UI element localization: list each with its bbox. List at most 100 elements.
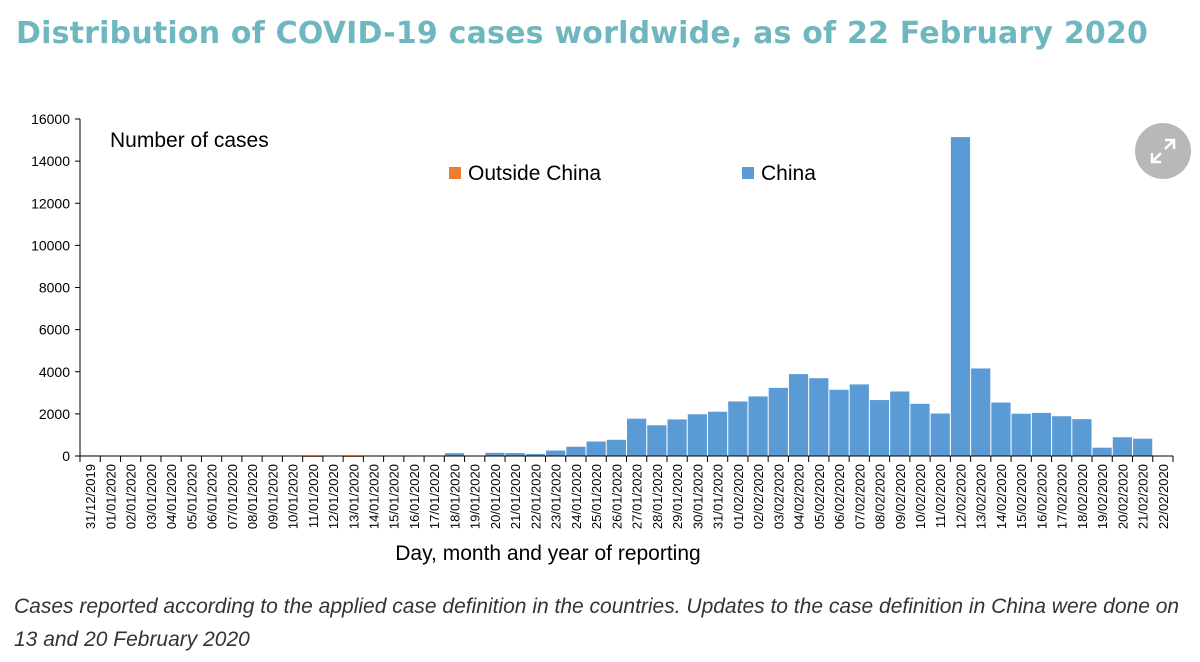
bar-china xyxy=(485,452,505,456)
x-tick-label: 16/02/2020 xyxy=(1034,464,1049,529)
y-tick-label: 0 xyxy=(62,448,70,464)
x-tick-label: 22/01/2020 xyxy=(528,464,543,529)
bar-china xyxy=(1052,416,1072,456)
bar-china xyxy=(1112,437,1133,456)
x-tick-label: 26/01/2020 xyxy=(609,464,624,529)
x-tick-label: 20/02/2020 xyxy=(1115,464,1130,529)
x-tick-label: 21/01/2020 xyxy=(508,464,523,529)
x-tick-label: 21/02/2020 xyxy=(1136,464,1151,529)
bar-china xyxy=(748,396,768,456)
bar-china xyxy=(788,374,809,456)
bar-china xyxy=(869,400,890,456)
x-tick-label: 18/02/2020 xyxy=(1075,464,1090,529)
covid-cases-chart: 0 2000 4000 6000 8000 10000 12000 14000 16000 31… xyxy=(31,111,1174,565)
x-tick-label: 19/02/2020 xyxy=(1095,464,1110,529)
bar-china xyxy=(728,401,748,456)
legend-label-outside-china: Outside China xyxy=(468,162,601,185)
x-tick-label: 11/01/2020 xyxy=(306,464,321,528)
x-axis-label: Day, month and year of reporting xyxy=(395,542,700,565)
x-tick-label: 25/01/2020 xyxy=(589,464,604,529)
bar-china xyxy=(606,439,626,456)
figure-caption: Cases reported according to the applied … xyxy=(14,595,1180,651)
x-tick-label: 15/01/2020 xyxy=(387,464,402,529)
x-tick-label: 31/12/2019 xyxy=(83,464,98,529)
x-tick-label: 30/01/2020 xyxy=(690,464,705,529)
y-tick-label: 4000 xyxy=(39,364,70,380)
y-axis-label: Number of cases xyxy=(110,129,269,152)
x-tick-label: 01/02/2020 xyxy=(731,464,746,529)
legend-label-china: China xyxy=(761,162,816,185)
bar-china xyxy=(444,453,465,456)
x-tick-label: 28/01/2020 xyxy=(650,464,665,529)
legend: Outside China China xyxy=(449,162,816,185)
bar-china xyxy=(525,453,546,456)
x-tick-label: 06/02/2020 xyxy=(832,464,847,529)
x-tick-label: 10/01/2020 xyxy=(286,464,301,529)
x-tick-label: 22/02/2020 xyxy=(1156,464,1171,529)
bar-china xyxy=(809,378,829,456)
x-tick-label: 20/01/2020 xyxy=(488,464,503,529)
x-tick-label: 19/01/2020 xyxy=(468,464,483,529)
y-tick-label: 8000 xyxy=(39,280,70,296)
bar-china xyxy=(687,414,707,456)
bar-china xyxy=(768,387,788,456)
x-tick-label: 31/01/2020 xyxy=(711,464,726,529)
bar-china xyxy=(1092,447,1112,456)
x-tick-label: 15/02/2020 xyxy=(1014,464,1029,529)
bar-china xyxy=(991,402,1011,456)
x-tick-label: 05/01/2020 xyxy=(184,464,199,529)
y-axis: 0 2000 4000 6000 8000 10000 12000 14000 16000 xyxy=(31,111,81,464)
bar-china xyxy=(1011,413,1031,456)
x-tick-label: 09/02/2020 xyxy=(893,464,908,529)
x-tick-label: 23/01/2020 xyxy=(549,464,564,529)
bar-china xyxy=(849,384,869,456)
x-tick-label: 27/01/2020 xyxy=(630,464,645,529)
bar-china xyxy=(566,446,586,456)
bar-china xyxy=(586,441,606,456)
x-tick-label: 08/01/2020 xyxy=(245,464,260,529)
bar-china xyxy=(910,403,930,456)
expand-button[interactable] xyxy=(1135,123,1191,179)
x-tick-label: 17/02/2020 xyxy=(1055,464,1070,529)
bar-china xyxy=(707,411,728,456)
x-tick-label: 06/01/2020 xyxy=(205,464,220,529)
y-tick-label: 10000 xyxy=(31,237,70,253)
x-tick-label: 17/01/2020 xyxy=(427,464,442,529)
y-tick-label: 16000 xyxy=(31,111,70,127)
bar-china xyxy=(1031,412,1052,456)
bar-china xyxy=(890,391,910,456)
x-tick-label: 04/02/2020 xyxy=(792,464,807,529)
y-tick-label: 12000 xyxy=(31,195,70,211)
x-tick-label: 04/01/2020 xyxy=(164,464,179,529)
bar-china xyxy=(647,425,667,456)
bar-china xyxy=(971,368,991,456)
x-tick-label: 09/01/2020 xyxy=(265,464,280,529)
x-tick-label: 13/02/2020 xyxy=(974,464,989,529)
x-tick-label: 13/01/2020 xyxy=(346,464,361,529)
x-tick-label: 10/02/2020 xyxy=(913,464,928,529)
x-tick-label: 14/01/2020 xyxy=(366,464,381,529)
x-tick-label: 03/01/2020 xyxy=(144,464,159,529)
page-title: Distribution of COVID-19 cases worldwide… xyxy=(16,16,1149,51)
x-tick-label: 29/01/2020 xyxy=(670,464,685,529)
x-tick-label: 01/01/2020 xyxy=(103,464,118,529)
bar-china xyxy=(1133,438,1153,456)
y-tick-label: 2000 xyxy=(39,406,70,422)
legend-swatch-china xyxy=(742,167,754,179)
x-tick-label: 03/02/2020 xyxy=(771,464,786,529)
y-tick-label: 6000 xyxy=(39,322,70,338)
x-axis: 31/12/2019 01/01/2020 02/01/2020 03/01/2020… xyxy=(79,455,1174,529)
x-tick-label: 05/02/2020 xyxy=(812,464,827,529)
bar-china xyxy=(1072,419,1092,456)
legend-swatch-outside-china xyxy=(449,167,461,179)
x-tick-label: 02/02/2020 xyxy=(751,464,766,529)
x-tick-label: 02/01/2020 xyxy=(124,464,139,529)
x-tick-label: 07/02/2020 xyxy=(852,464,867,529)
x-tick-label: 12/02/2020 xyxy=(953,464,968,529)
x-tick-label: 16/01/2020 xyxy=(407,464,422,529)
x-tick-label: 24/01/2020 xyxy=(569,464,584,529)
bars xyxy=(80,137,1153,457)
x-tick-label: 18/01/2020 xyxy=(447,464,462,529)
expand-arrows-icon xyxy=(1150,138,1176,164)
bar-china xyxy=(930,413,950,456)
